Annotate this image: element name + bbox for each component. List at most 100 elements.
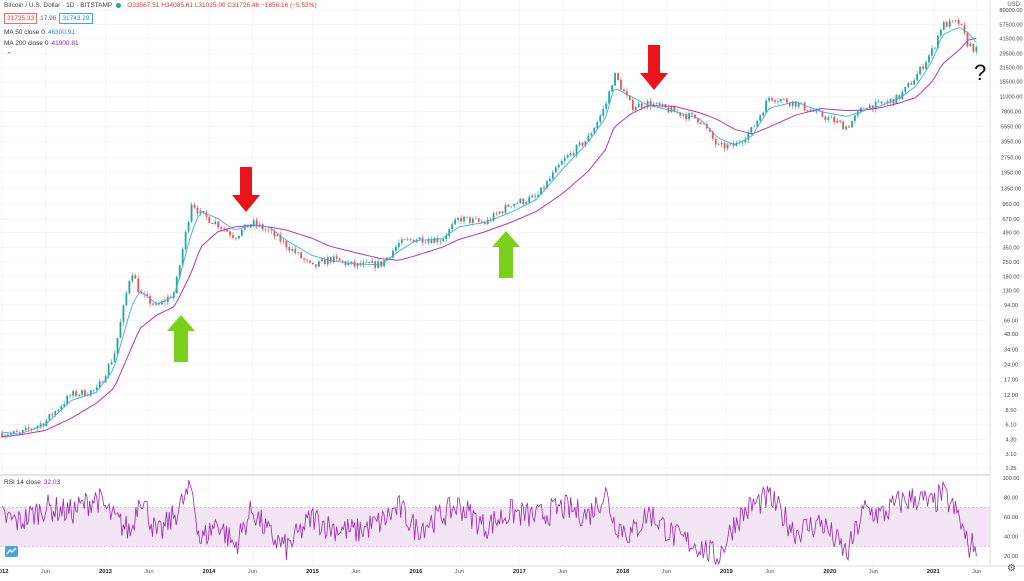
candle-body: [673, 106, 676, 112]
candle-body: [344, 261, 347, 266]
candle-body: [839, 120, 842, 122]
candle-body: [741, 142, 744, 144]
candle-body: [587, 135, 590, 141]
rsi-tick-label: 100.00: [1002, 476, 1019, 482]
candle-body: [57, 409, 60, 411]
symbol-title[interactable]: Bitcoin / U.S. Dollar · 1D · BITSTAMP: [4, 2, 113, 9]
price-tick-label: 12.00: [1004, 393, 1018, 399]
candle-body: [824, 116, 827, 120]
candle-body: [936, 35, 939, 48]
candle-body: [862, 107, 865, 109]
ma50-label: MA 50 close 0: [4, 29, 45, 36]
candle-body: [865, 108, 868, 110]
candle-body: [827, 117, 830, 120]
candle-body: [36, 425, 39, 429]
currency-label[interactable]: USD: [1007, 2, 1020, 8]
candle-body: [460, 217, 462, 222]
candle-body: [161, 301, 163, 305]
candle-body: [708, 128, 711, 132]
price-tick-label: 24.00: [1004, 363, 1018, 369]
candle-body: [134, 275, 137, 279]
candle-body: [175, 277, 178, 293]
candle-body: [519, 198, 522, 203]
candle-body: [291, 248, 294, 251]
candle-body: [806, 110, 809, 112]
settings-gear-icon[interactable]: ⚙: [1007, 563, 1016, 574]
ma200-legend[interactable]: MA 200 close 0 41900.81: [4, 40, 79, 48]
candle-body: [128, 280, 131, 293]
time-tick-label: 2019: [720, 569, 734, 575]
candle-body: [424, 242, 427, 244]
candle-body: [78, 394, 80, 396]
rsi-label: RSI 14 close: [4, 479, 41, 486]
candle-body: [700, 122, 702, 124]
candle-body: [584, 140, 587, 146]
candle-body: [9, 433, 12, 435]
collapse-legend-icon[interactable]: ⌃: [6, 52, 12, 59]
candle-body: [101, 381, 104, 383]
candle-body: [466, 216, 468, 218]
candle-body: [691, 113, 693, 115]
time-tick-label: Jun: [972, 569, 981, 575]
candle-body: [939, 29, 942, 36]
candle-body: [285, 240, 288, 248]
candle-body: [646, 101, 649, 108]
candle-body: [282, 240, 285, 242]
candle-body: [190, 204, 193, 222]
ask-price-button[interactable]: 31743.29: [59, 13, 93, 24]
candle-body: [951, 20, 954, 22]
candle-body: [238, 235, 240, 239]
candle-body: [193, 204, 196, 208]
candle-body: [543, 187, 545, 189]
candle-body: [922, 66, 924, 69]
candle-body: [146, 294, 149, 296]
candle-body: [954, 20, 957, 21]
candle-body: [836, 120, 839, 123]
candle-body: [457, 217, 459, 220]
ma50-legend[interactable]: MA 50 close 0 46300.91: [4, 29, 75, 37]
candle-body: [220, 227, 223, 229]
candle-body: [451, 224, 454, 229]
candle-body: [288, 247, 291, 251]
candle-body: [208, 216, 211, 223]
candle-body: [694, 114, 696, 119]
candle-body: [830, 117, 833, 118]
price-tick-label: 11000.00: [1000, 95, 1023, 101]
candle-body: [711, 131, 714, 139]
candle-body: [640, 103, 643, 108]
candle-body: [300, 252, 303, 259]
candle-body: [549, 178, 551, 182]
time-tick-label: 2018: [616, 569, 630, 575]
time-tick-label: Jun: [558, 569, 567, 575]
candle-body: [276, 234, 279, 237]
time-tick-label: 2015: [306, 569, 320, 575]
candle-body: [412, 239, 415, 243]
candle-body: [72, 391, 74, 396]
candle-body: [81, 390, 83, 395]
candle-body: [347, 262, 350, 266]
candle-body: [323, 259, 326, 265]
bid-price-button[interactable]: 31725.33: [4, 13, 38, 24]
candle-body: [12, 431, 15, 434]
candle-body: [913, 80, 916, 85]
candle-body: [60, 406, 63, 410]
candle-body: [258, 224, 261, 226]
price-tick-label: 950.00: [1002, 202, 1019, 208]
candle-body: [845, 126, 847, 130]
candle-body: [726, 144, 729, 149]
candle-body: [655, 102, 658, 104]
candle-body: [297, 252, 300, 254]
rsi-legend[interactable]: RSI 14 close 32.03: [4, 479, 60, 487]
candle-body: [599, 115, 602, 123]
candle-body: [972, 43, 975, 52]
candle-body: [886, 101, 889, 104]
candle-body: [753, 126, 756, 128]
candle-body: [255, 220, 258, 226]
candle-body: [119, 321, 122, 338]
candle-body: [551, 172, 554, 179]
candle-body: [904, 86, 907, 92]
tradingview-logo-icon[interactable]: [5, 546, 18, 557]
chart-header: Bitcoin / U.S. Dollar · 1D · BITSTAMP O33…: [4, 2, 317, 10]
candle-body: [63, 404, 66, 407]
